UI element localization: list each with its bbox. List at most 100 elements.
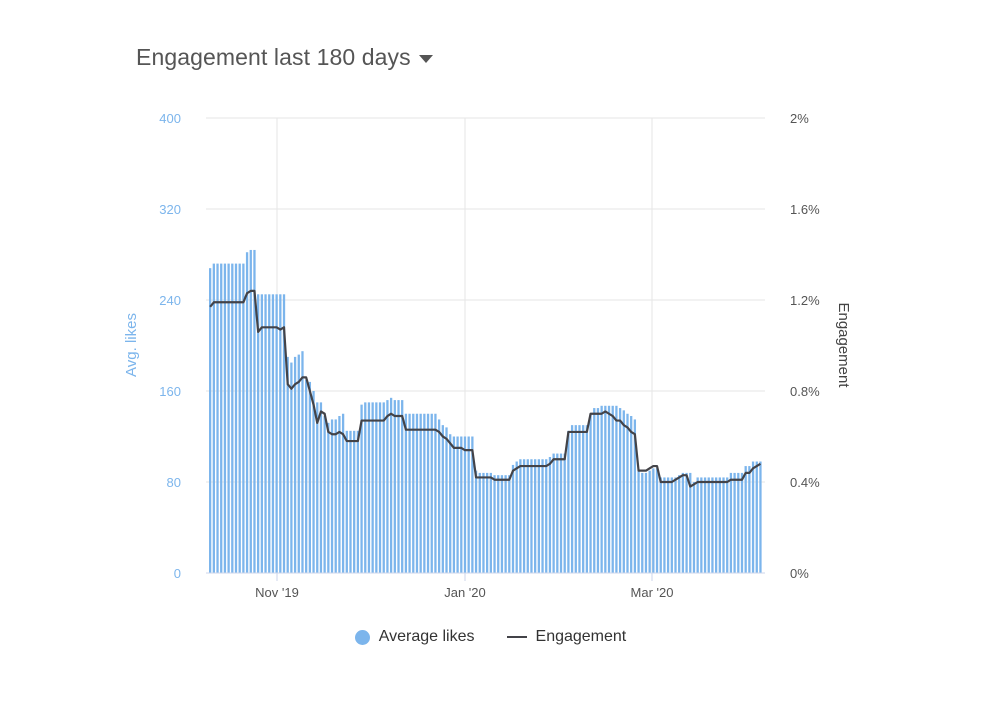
bar xyxy=(393,400,396,573)
bar xyxy=(423,413,426,573)
bar xyxy=(711,477,714,573)
bar xyxy=(578,425,581,574)
bar xyxy=(338,416,341,573)
bar xyxy=(585,425,589,574)
bar xyxy=(412,413,415,573)
bar xyxy=(460,436,463,573)
bar xyxy=(253,249,256,573)
bar xyxy=(245,252,249,574)
bar xyxy=(670,477,673,573)
bar xyxy=(231,263,234,573)
bar xyxy=(611,405,614,573)
bar xyxy=(452,436,456,573)
bar xyxy=(404,413,408,573)
bar xyxy=(397,400,400,573)
chart-title: Engagement last 180 days xyxy=(136,44,411,70)
bar xyxy=(234,263,238,573)
bar xyxy=(593,408,596,573)
bar xyxy=(522,459,526,573)
bar xyxy=(426,413,430,573)
bar xyxy=(223,263,227,573)
y-right-tick-label: 2% xyxy=(790,111,809,126)
y-right-tick-label: 1.6% xyxy=(790,202,820,217)
bar xyxy=(257,294,260,573)
bar xyxy=(678,475,681,573)
line-series-engagement xyxy=(209,289,762,488)
bar xyxy=(596,408,600,573)
bar xyxy=(744,466,747,573)
bar xyxy=(508,475,511,573)
bar xyxy=(341,413,345,573)
bar xyxy=(323,416,326,573)
bar xyxy=(497,475,500,573)
bar xyxy=(526,459,529,573)
bar xyxy=(685,472,688,573)
bar xyxy=(740,472,744,573)
bar xyxy=(209,268,212,573)
bar xyxy=(486,472,489,573)
bar xyxy=(563,453,566,573)
bar xyxy=(371,402,374,574)
bar xyxy=(478,472,481,573)
bar xyxy=(718,477,721,573)
bar xyxy=(330,419,334,573)
bar xyxy=(334,419,337,573)
bar xyxy=(389,397,393,573)
legend-label-average-likes: Average likes xyxy=(378,628,475,645)
bar xyxy=(641,472,644,573)
bar xyxy=(707,477,710,573)
bar xyxy=(482,472,485,573)
bar xyxy=(626,413,629,573)
bar xyxy=(437,419,441,573)
bar xyxy=(552,453,555,573)
bar xyxy=(305,379,308,574)
bar xyxy=(722,477,725,573)
bar xyxy=(356,430,360,573)
bar xyxy=(271,294,275,573)
bar xyxy=(264,294,267,573)
bar xyxy=(589,413,592,573)
bar xyxy=(530,459,533,573)
y-right-tick-label: 0.4% xyxy=(790,475,820,490)
bar xyxy=(493,475,496,573)
bar xyxy=(282,294,286,573)
y-right-tick-label: 0.8% xyxy=(790,384,820,399)
bar xyxy=(360,404,363,573)
bar xyxy=(600,405,603,573)
bar xyxy=(696,477,699,573)
chart-title-dropdown[interactable]: Engagement last 180 days xyxy=(136,44,433,71)
bar xyxy=(604,405,607,573)
bar xyxy=(574,425,577,574)
bar-series-average-likes xyxy=(209,249,762,574)
bar xyxy=(401,400,404,573)
bar xyxy=(242,263,245,573)
bar xyxy=(227,263,230,573)
bar xyxy=(441,425,444,574)
bar xyxy=(249,249,252,573)
legend-item-engagement[interactable]: Engagement xyxy=(506,628,626,646)
y-left-tick-label: 400 xyxy=(159,111,181,126)
y-left-tick-label: 80 xyxy=(167,475,181,490)
bar xyxy=(637,470,640,574)
bar xyxy=(689,472,692,573)
bar xyxy=(567,430,570,573)
bar xyxy=(430,413,433,573)
bar xyxy=(275,294,278,573)
x-axis: Nov '19 Jan '20 Mar '20 xyxy=(206,572,765,600)
bar xyxy=(364,402,367,574)
bar xyxy=(415,413,419,573)
bar xyxy=(220,263,223,573)
x-tick-label: Jan '20 xyxy=(444,585,486,600)
horizontal-gridlines xyxy=(206,117,765,574)
bar xyxy=(548,456,552,573)
bar xyxy=(751,461,755,573)
bar xyxy=(515,461,518,573)
bar xyxy=(674,477,677,573)
bar xyxy=(345,430,348,573)
legend-item-average-likes[interactable]: Average likes xyxy=(354,628,475,646)
bar xyxy=(353,430,356,573)
bar xyxy=(467,436,470,573)
bar xyxy=(644,472,648,573)
engagement-line xyxy=(209,289,762,488)
